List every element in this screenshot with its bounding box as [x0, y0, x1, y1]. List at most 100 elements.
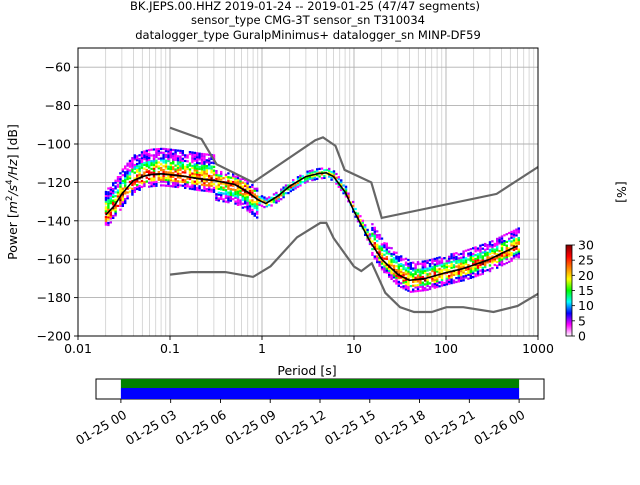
density-cell: [421, 268, 424, 271]
density-cell: [181, 152, 184, 155]
density-cell: [160, 157, 163, 160]
density-cell: [352, 210, 355, 213]
density-cell: [236, 196, 240, 199]
density-cell: [167, 171, 170, 174]
density-cell: [193, 165, 196, 168]
density-cell: [155, 165, 158, 168]
density-cell: [500, 258, 504, 261]
density-cell: [176, 155, 180, 158]
density-cell: [414, 280, 417, 283]
density-cell: [186, 164, 189, 167]
availability-lower-band: [120, 388, 520, 399]
density-cell: [140, 155, 144, 158]
density-cell: [224, 192, 228, 196]
density-cell: [505, 261, 508, 265]
density-cell: [294, 187, 297, 190]
density-cell: [270, 200, 273, 203]
density-cell: [251, 183, 254, 187]
density-cell: [404, 288, 408, 291]
density-cell: [335, 176, 338, 179]
density-cell: [164, 171, 168, 174]
density-cell: [436, 264, 439, 267]
density-cell: [397, 263, 400, 266]
density-cell: [407, 272, 410, 275]
density-cell: [184, 184, 187, 188]
density-cell: [210, 157, 213, 160]
density-cell: [155, 159, 158, 162]
density-cell: [140, 157, 144, 160]
density-cell: [460, 256, 463, 259]
density-cell: [133, 187, 136, 190]
density-cell: [438, 267, 441, 271]
density-cell: [253, 189, 256, 192]
density-cell: [114, 210, 117, 213]
density-cell: [361, 221, 364, 224]
density-cell: [397, 277, 400, 280]
density-cell: [498, 263, 501, 266]
density-cell: [383, 269, 386, 272]
density-cell: [119, 199, 122, 202]
density-cell: [445, 269, 448, 272]
density-cell: [414, 290, 417, 293]
density-cell: [212, 190, 216, 193]
density-cell: [174, 151, 177, 154]
density-cell: [424, 267, 427, 271]
density-cell: [469, 267, 472, 270]
density-cell: [104, 212, 108, 215]
density-cell: [112, 207, 115, 210]
density-cell: [179, 155, 182, 158]
density-cell: [155, 150, 158, 153]
density-cell: [188, 151, 192, 154]
density-cell: [220, 176, 223, 179]
density-cell: [256, 206, 259, 209]
density-cell: [402, 258, 405, 261]
density-cell: [460, 264, 463, 267]
density-cell: [515, 243, 518, 247]
density-cell: [234, 181, 237, 184]
density-cell: [169, 169, 172, 172]
density-cell: [200, 179, 204, 182]
density-cell: [402, 277, 405, 280]
density-cell: [498, 240, 501, 243]
density-cell: [481, 251, 484, 254]
density-cell: [517, 252, 520, 255]
density-cell: [457, 272, 460, 275]
density-cell: [397, 257, 400, 260]
density-cell: [215, 170, 218, 173]
density-cell: [378, 258, 381, 262]
density-cell: [342, 192, 345, 195]
density-cell: [169, 148, 172, 151]
density-cell: [164, 153, 168, 157]
density-cell: [292, 184, 295, 187]
density-cell: [424, 283, 427, 286]
density-cell: [196, 159, 199, 163]
density-cell: [203, 166, 206, 169]
density-cell: [493, 248, 496, 251]
density-cell: [186, 156, 189, 159]
density-cell: [486, 253, 489, 256]
density-cell: [167, 165, 170, 168]
density-cell: [121, 193, 124, 196]
density-cell: [407, 266, 410, 269]
density-cell: [433, 271, 436, 274]
density-cell: [248, 203, 252, 206]
density-cell: [392, 280, 396, 283]
density-cell: [512, 252, 516, 255]
density-cell: [445, 277, 448, 280]
density-cell: [198, 167, 201, 171]
density-cell: [208, 153, 211, 156]
density-cell: [488, 245, 492, 248]
density-cell: [109, 217, 112, 220]
density-cell: [258, 196, 261, 199]
density-cell: [277, 199, 280, 203]
availability-tick-label: 01-25 18: [372, 407, 428, 448]
density-cell: [445, 265, 448, 269]
density-cell: [116, 176, 120, 179]
density-cell: [378, 249, 381, 252]
density-cell: [205, 184, 208, 187]
density-cell: [452, 254, 456, 257]
density-cell: [253, 203, 256, 206]
density-cell: [196, 181, 199, 184]
density-cell: [188, 172, 192, 175]
density-cell: [272, 199, 276, 202]
